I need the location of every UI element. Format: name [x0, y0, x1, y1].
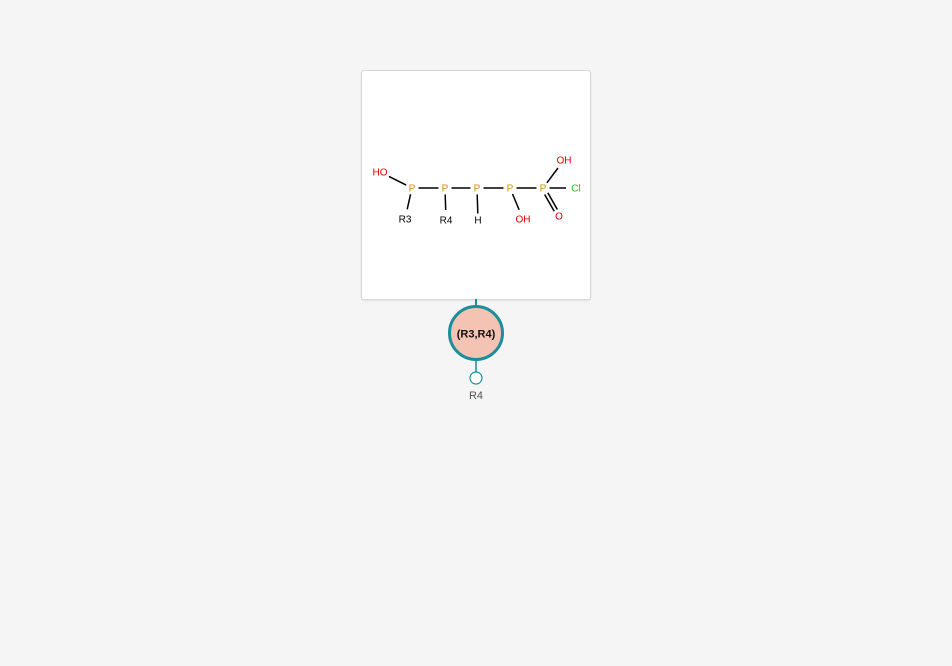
atom-p3: P [474, 184, 481, 195]
bond-p1-r3 [406, 194, 412, 210]
bond-p4-oh2 [511, 193, 520, 211]
atom-oh2: OH [516, 215, 531, 226]
molecule-card[interactable]: P P P P P HO R3 R4 H OH OH Cl O [361, 70, 591, 300]
leaf-node[interactable] [469, 371, 483, 385]
bond-p5-o1-1 [544, 194, 555, 212]
atom-h1: H [474, 216, 481, 227]
bond-p5-o1-0 [547, 192, 558, 210]
rgroup-node[interactable] [448, 305, 504, 361]
atom-p1: P [409, 184, 416, 195]
rgroup-node-label: (R3,R4) [457, 329, 496, 341]
bond-p3-h1 [476, 194, 479, 214]
leaf-label: R4 [469, 390, 483, 402]
atom-p4: P [507, 184, 514, 195]
bond-p5-oh1 [546, 167, 559, 184]
atom-o1: O [555, 212, 563, 223]
atom-ho1: HO [373, 168, 388, 179]
atom-r4: R4 [440, 216, 453, 227]
molecule-structure: P P P P P HO R3 R4 H OH OH Cl O [373, 156, 581, 227]
atom-p2: P [442, 184, 449, 195]
atom-r3: R3 [399, 215, 412, 226]
bond-p1-ho1 [388, 175, 407, 186]
atom-cl1: Cl [571, 184, 580, 195]
atom-oh1: OH [557, 156, 572, 167]
atom-p5: P [540, 184, 547, 195]
